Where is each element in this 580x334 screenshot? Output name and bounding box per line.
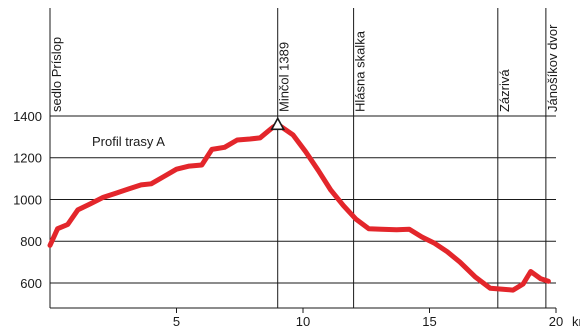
place-label: Jánošíkov dvor — [545, 24, 560, 112]
x-tick-label-20: 20 — [549, 314, 563, 329]
place-label: Hlásna skalka — [353, 30, 368, 112]
y-axis: 600 800 1000 1200 1400 — [13, 109, 51, 308]
y-tick-label-1200: 1200 — [13, 151, 42, 166]
vertical-markers: sedlo Príslop Minčol 1389 Hlásna skalka Záz… — [49, 8, 560, 308]
peak-marker — [270, 116, 286, 131]
series-line — [47, 121, 551, 293]
x-tick-label-5: 5 — [173, 314, 180, 329]
chart-title: Profil trasy A — [92, 134, 165, 149]
place-label: Minčol 1389 — [277, 42, 292, 112]
gridlines — [50, 115, 556, 284]
place-label: Zázrivá — [497, 69, 512, 112]
y-tick-label-800: 800 — [20, 234, 42, 249]
y-tick-label-1000: 1000 — [13, 192, 42, 207]
y-tick-label-600: 600 — [20, 276, 42, 291]
x-tick-label-15: 15 — [422, 314, 436, 329]
x-tick-label-10: 10 — [296, 314, 310, 329]
x-axis-unit: km — [572, 314, 580, 329]
x-axis: 5 10 15 20 km — [50, 307, 580, 329]
place-label: sedlo Príslop — [49, 37, 64, 112]
y-tick-label-1400: 1400 — [13, 109, 42, 124]
